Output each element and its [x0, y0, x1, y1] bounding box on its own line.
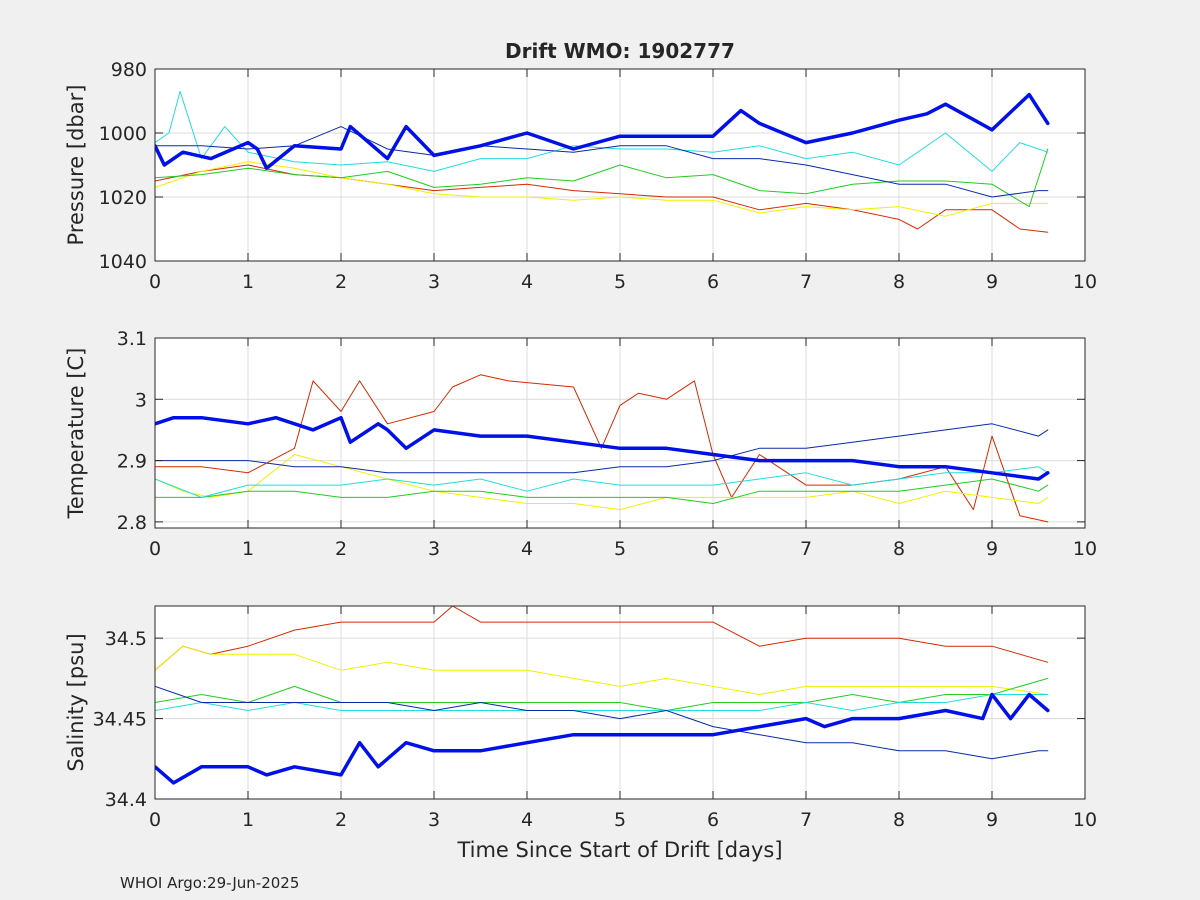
x-tick-label: 4 — [521, 538, 533, 560]
figure-title: Drift WMO: 1902777 — [505, 39, 735, 63]
salinity-x-axis-label: Time Since Start of Drift [days] — [456, 838, 782, 862]
x-tick-label: 1 — [242, 538, 254, 560]
x-tick-label: 6 — [707, 271, 719, 293]
x-tick-label: 2 — [335, 271, 347, 293]
salinity-series-line-yellow — [155, 645, 1049, 695]
temperature-axes: 0 1 2 3 4 5 6 7 8 9 10 2.8 2.9 3 3.1 Temperature [C] — [64, 328, 1097, 560]
y-tick-label: 2.8 — [117, 512, 147, 534]
y-tick-label: 34.45 — [93, 709, 147, 731]
x-tick-label: 4 — [521, 809, 533, 831]
pressure-series-line-yellow — [155, 161, 1049, 217]
x-tick-label: 9 — [986, 538, 998, 560]
salinity-series-group — [155, 606, 1050, 785]
pressure-series-line-green — [155, 148, 1049, 208]
x-tick-label: 0 — [149, 271, 161, 293]
y-tick-label: 34.4 — [105, 789, 147, 811]
x-tick-label: 2 — [335, 809, 347, 831]
x-tick-label: 5 — [614, 538, 626, 560]
salinity-series-line-navy — [155, 685, 1049, 760]
pressure-series-line-navy — [155, 126, 1049, 198]
x-tick-label: 6 — [707, 538, 719, 560]
x-tick-label: 4 — [521, 271, 533, 293]
x-tick-label: 9 — [986, 809, 998, 831]
x-tick-label: 8 — [893, 271, 905, 293]
pressure-axes: 0 1 2 3 4 5 6 7 8 9 10 980 1000 1020 1040 Pressure [dba… — [64, 59, 1097, 293]
x-tick-label: 1 — [242, 271, 254, 293]
salinity-series-line-red — [155, 606, 1049, 671]
x-tick-label: 8 — [893, 809, 905, 831]
y-tick-label: 3 — [135, 389, 147, 411]
x-tick-label: 2 — [335, 538, 347, 560]
pressure-series-line-cyan — [155, 90, 1049, 172]
x-tick-label: 3 — [428, 271, 440, 293]
x-tick-label: 7 — [800, 809, 812, 831]
temperature-series-line-cyan — [155, 466, 1049, 498]
salinity-y-axis-label: Salinity [psu] — [64, 633, 88, 771]
pressure-series-group — [155, 90, 1050, 233]
salinity-series-line-blue — [155, 692, 1050, 785]
x-tick-label: 6 — [707, 809, 719, 831]
x-tick-label: 1 — [242, 809, 254, 831]
y-tick-label: 34.5 — [105, 628, 147, 650]
temperature-series-line-navy — [155, 423, 1049, 474]
pressure-y-axis-label: Pressure [dbar] — [64, 85, 88, 246]
x-tick-label: 8 — [893, 538, 905, 560]
salinity-axes: 0 1 2 3 4 5 6 7 8 9 10 34.4 34.45 34.5 Salinity [psu] T… — [64, 605, 1097, 862]
x-tick-label: 0 — [149, 809, 161, 831]
temperature-series-line-blue — [155, 415, 1050, 481]
x-tick-label: 5 — [614, 809, 626, 831]
temperature-y-axis-label: Temperature [C] — [64, 348, 88, 520]
footer-text: WHOI Argo:29-Jun-2025 — [120, 874, 299, 892]
x-tick-label: 9 — [986, 271, 998, 293]
x-tick-label: 3 — [428, 538, 440, 560]
temperature-series-line-red — [155, 374, 1049, 523]
temperature-series-line-yellow — [155, 454, 1049, 511]
y-tick-label: 1000 — [99, 123, 147, 145]
x-tick-label: 7 — [800, 271, 812, 293]
temperature-series-group — [155, 374, 1050, 523]
y-tick-label: 1040 — [99, 251, 147, 273]
x-tick-label: 3 — [428, 809, 440, 831]
x-tick-label: 7 — [800, 538, 812, 560]
x-tick-label: 10 — [1073, 538, 1097, 560]
salinity-series-line-green — [155, 677, 1049, 711]
temperature-series-line-green — [155, 478, 1049, 504]
x-tick-label: 5 — [614, 271, 626, 293]
x-tick-label: 0 — [149, 538, 161, 560]
x-tick-label: 10 — [1073, 809, 1097, 831]
x-tick-label: 10 — [1073, 271, 1097, 293]
y-tick-label: 3.1 — [117, 328, 147, 350]
y-tick-label: 2.9 — [117, 451, 147, 473]
y-tick-label: 980 — [111, 59, 147, 81]
y-tick-label: 1020 — [99, 187, 147, 209]
salinity-series-line-cyan — [155, 694, 1049, 711]
pressure-series-line-blue — [155, 92, 1050, 170]
